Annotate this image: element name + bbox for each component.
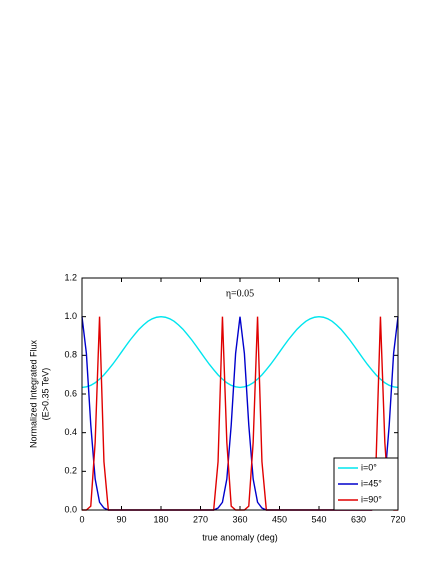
y-tick-label: 1.0 bbox=[64, 311, 77, 321]
plot-frame bbox=[81, 277, 399, 511]
legend-box bbox=[333, 457, 399, 511]
x-tick-label: 540 bbox=[311, 514, 326, 524]
y-tick-label: 0.0 bbox=[64, 504, 77, 514]
x-tick-label: 450 bbox=[272, 514, 287, 524]
x-tick-label: 180 bbox=[153, 514, 168, 524]
legend-label: i=90° bbox=[361, 494, 382, 504]
x-tick-label: 360 bbox=[232, 514, 247, 524]
x-tick-label: 90 bbox=[116, 514, 126, 524]
y-axis-label: Normalized Integrated Flux bbox=[28, 339, 38, 448]
x-tick-label: 630 bbox=[351, 514, 366, 524]
x-tick-label: 720 bbox=[390, 514, 405, 524]
y-axis-label: (E>0.35 TeV) bbox=[40, 368, 50, 421]
x-tick-label: 270 bbox=[193, 514, 208, 524]
y-tick-label: 0.2 bbox=[64, 466, 77, 476]
chart-title: η=0.05 bbox=[226, 288, 254, 299]
y-tick-label: 0.4 bbox=[64, 427, 77, 437]
y-tick-label: 1.2 bbox=[64, 272, 77, 282]
series-line bbox=[81, 315, 399, 389]
x-axis-label: true anomaly (deg) bbox=[202, 532, 278, 542]
legend-label: i=45° bbox=[361, 478, 382, 488]
x-tick-label: 0 bbox=[79, 514, 84, 524]
legend-label: i=0° bbox=[361, 462, 377, 472]
y-tick-label: 0.6 bbox=[64, 388, 77, 398]
y-tick-label: 0.8 bbox=[64, 350, 77, 360]
